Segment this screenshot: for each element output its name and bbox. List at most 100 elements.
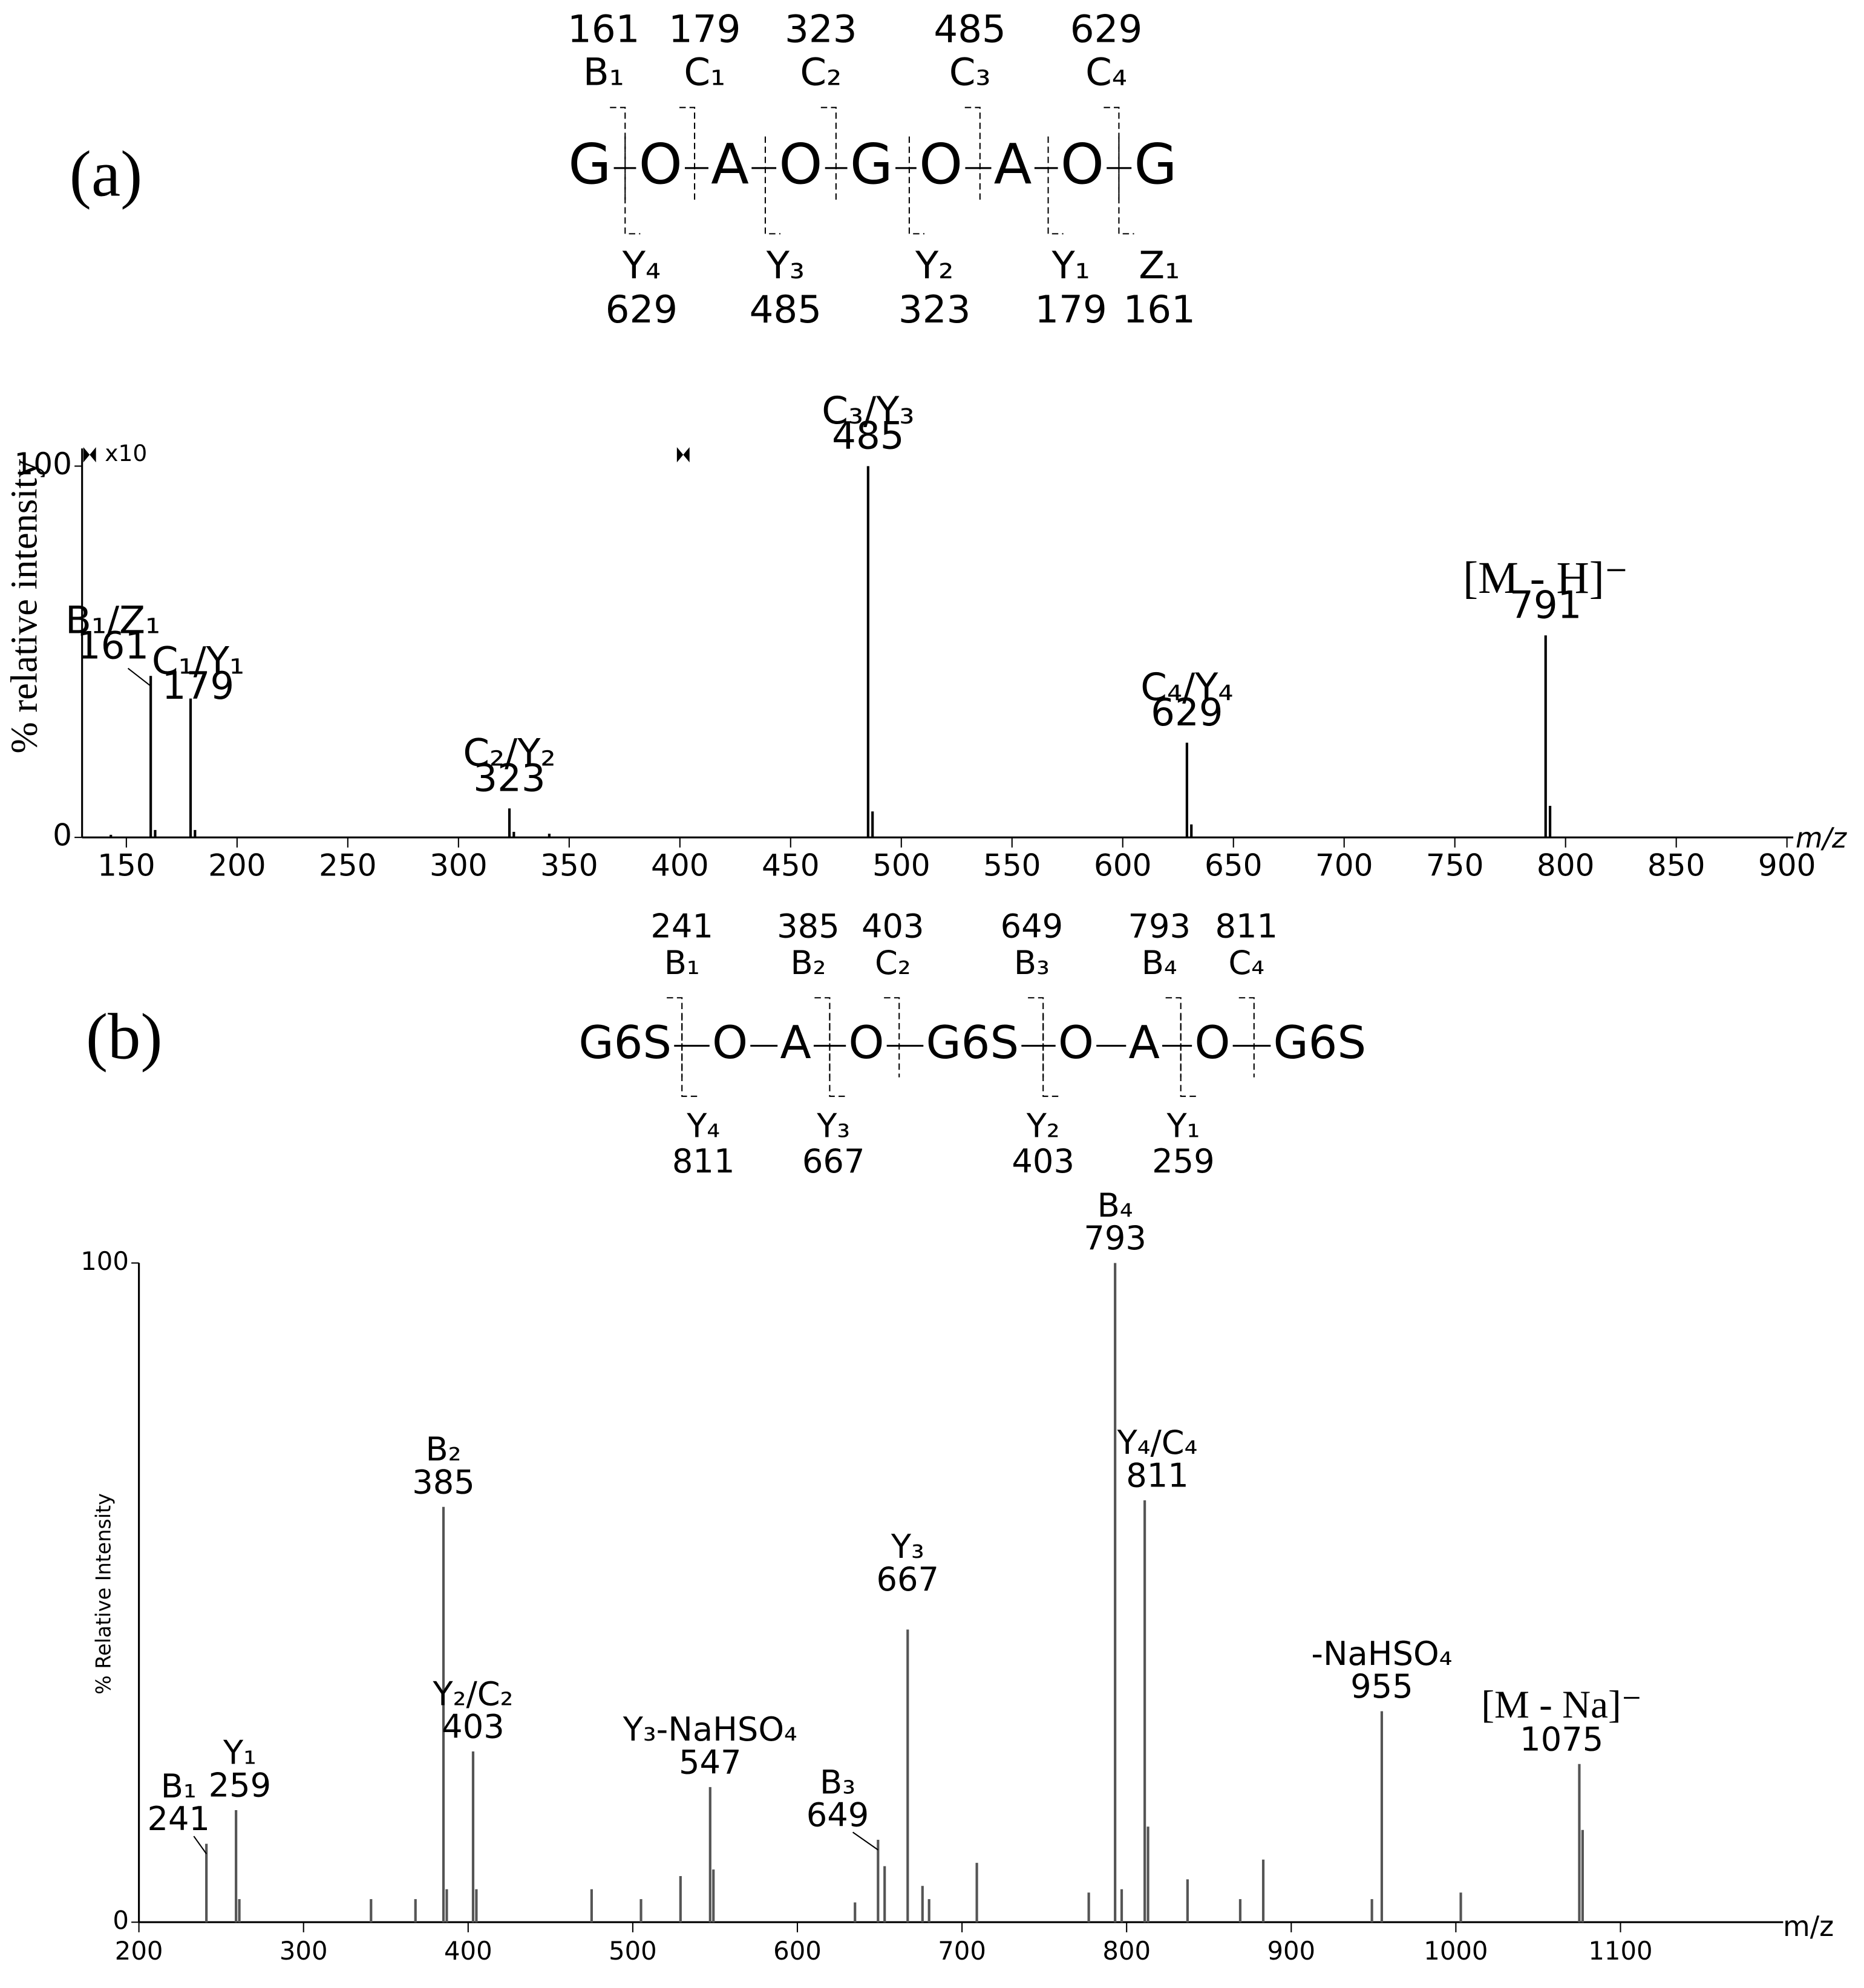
annotation: x10 (105, 440, 147, 466)
peak-mass: 403 (442, 1708, 505, 1746)
peak-mass: 323 (473, 756, 546, 800)
peak-mass: 629 (1151, 690, 1223, 734)
residue: O (919, 132, 963, 197)
x-tick-label: 300 (430, 848, 488, 883)
cleavage (1028, 997, 1044, 1077)
fragment-ion: Y₄ (686, 1107, 720, 1145)
peak-mass: 259 (209, 1767, 272, 1805)
x-tick-label: 1100 (1588, 1936, 1652, 1966)
marker (83, 447, 690, 463)
x-tick-label: 600 (773, 1936, 822, 1966)
cleavage (667, 997, 683, 1077)
fragment-ion: C₃ (949, 50, 991, 94)
peak-mass: 161 (77, 623, 149, 667)
residue: A (711, 132, 749, 197)
x-tick-label: 300 (280, 1936, 328, 1966)
residue: O (779, 132, 822, 197)
fragment-ion: C₄ (1228, 944, 1264, 982)
peak-label: B₄ (1097, 1186, 1133, 1225)
peak-label: B₁/Z₁ (65, 598, 160, 643)
x-axis-title: m/z (1783, 1910, 1834, 1943)
residue: G (1134, 132, 1177, 197)
y-tick-label: 100 (14, 446, 72, 482)
peak-mass: 955 (1350, 1667, 1413, 1705)
fragment-mass: 811 (1215, 907, 1278, 946)
peak-label: [M - H]⁻ (1463, 553, 1628, 603)
fragment-ion: B₁ (583, 50, 624, 94)
cleavage (814, 997, 831, 1077)
fragment-ion: B₁ (664, 944, 700, 982)
cleavage (964, 106, 981, 200)
peak-mass: 667 (877, 1560, 940, 1598)
residue: A (780, 1016, 811, 1069)
peak-label: B₁ (161, 1767, 197, 1805)
cleavage (1118, 136, 1134, 235)
leader-line (193, 1836, 208, 1854)
cleavage (679, 106, 696, 200)
peak-label: C₃/Y₃ (822, 388, 914, 433)
peak-label: Y₃-NaHSO₄ (623, 1710, 797, 1748)
peak-mass: 811 (1126, 1456, 1189, 1494)
x-tick-label: 200 (208, 848, 266, 883)
y-axis-title: % relative intensity (2, 459, 45, 754)
x-tick-label: 700 (938, 1936, 986, 1966)
cleavage (820, 106, 837, 200)
x-tick-label: 450 (762, 848, 820, 883)
peak-label: B₂ (425, 1430, 461, 1468)
x-tick-label: 400 (444, 1936, 492, 1966)
peak-mass: 385 (412, 1463, 475, 1501)
peak-mass: 241 (147, 1800, 210, 1838)
fragment-mass: 649 (1001, 907, 1064, 946)
peak-mass: 791 (1509, 583, 1582, 627)
leader-line (852, 1831, 878, 1851)
cleavage (1104, 106, 1120, 200)
fragment-mass: 179 (1035, 287, 1107, 332)
fragment-mass: 323 (785, 7, 857, 51)
panel-label: (a) (70, 138, 142, 211)
x-tick-label: 550 (983, 848, 1041, 883)
x-axis-title: m/z (1796, 822, 1847, 854)
residue: G6S (926, 1016, 1019, 1069)
peak-mass: 793 (1084, 1219, 1146, 1257)
peak-label: C₂/Y₂ (463, 731, 555, 775)
x-tick-label: 350 (540, 848, 598, 883)
residue: A (1128, 1016, 1159, 1069)
residue: O (1061, 132, 1104, 197)
fragment-ion: Y₃ (816, 1107, 850, 1145)
fragment-mass: 259 (1152, 1142, 1215, 1180)
fragment-mass: 179 (669, 7, 741, 51)
x-tick-label: 1000 (1424, 1936, 1488, 1966)
fragment-mass: 241 (650, 907, 713, 946)
peak-label: Y₁ (223, 1733, 257, 1771)
fragment-mass: 485 (750, 287, 822, 332)
y-tick-label: 100 (80, 1246, 129, 1276)
x-tick-label: 200 (115, 1936, 163, 1966)
residue: O (712, 1016, 748, 1069)
cleavage (1238, 997, 1255, 1077)
cleavage (681, 1014, 698, 1097)
peak-label: B₃ (820, 1763, 855, 1801)
cleavage (1180, 1014, 1196, 1097)
fragment-ion: Y₃ (766, 243, 805, 287)
residue: G6S (1273, 1016, 1366, 1069)
cleavage (1165, 997, 1182, 1077)
x-tick-label: 600 (1094, 848, 1152, 883)
peak-label: Y₃ (891, 1528, 924, 1566)
fragment-ion: B₃ (1014, 944, 1050, 982)
fragment-mass: 403 (1012, 1142, 1074, 1180)
peak-label: Y₄/C₄ (1117, 1424, 1198, 1462)
fragment-mass: 667 (802, 1142, 865, 1180)
peak-mass: 649 (806, 1796, 869, 1834)
peak-mass: 179 (162, 664, 235, 708)
fragment-mass: 323 (898, 287, 971, 332)
fragment-ion: C₁ (684, 50, 725, 94)
residue: G (850, 132, 893, 197)
fragment-ion: C₄ (1085, 50, 1127, 94)
fragment-ion: Z₁ (1139, 243, 1180, 287)
residue: O (639, 132, 682, 197)
leader-line (127, 667, 151, 687)
x-tick-label: 150 (97, 848, 155, 883)
peak-label: -NaHSO₄ (1311, 1635, 1452, 1673)
peak-mass: 1075 (1520, 1720, 1603, 1758)
